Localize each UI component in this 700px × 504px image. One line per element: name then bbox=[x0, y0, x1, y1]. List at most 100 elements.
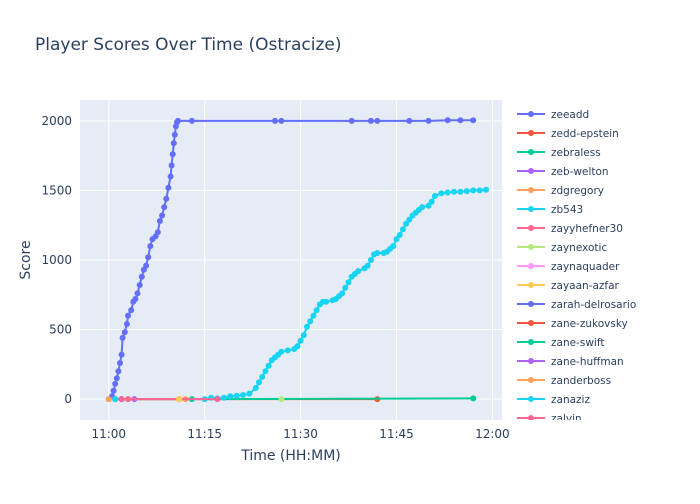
data-point bbox=[105, 396, 112, 403]
data-point bbox=[399, 226, 406, 233]
data-point bbox=[307, 318, 314, 325]
data-point bbox=[132, 296, 139, 302]
legend-label: zalvin bbox=[551, 413, 582, 425]
legend-swatch-marker bbox=[528, 377, 534, 383]
legend-item[interactable]: zanaziz bbox=[517, 394, 590, 406]
legend-swatch-marker bbox=[528, 415, 534, 420]
data-point bbox=[227, 393, 234, 400]
legend[interactable]: zeeadd zedd-epstein zebraless zeb-welton zdg… bbox=[517, 109, 636, 425]
data-point bbox=[470, 187, 477, 194]
legend-swatch-marker bbox=[528, 111, 534, 117]
data-point bbox=[113, 375, 120, 382]
data-point bbox=[134, 290, 141, 297]
data-point bbox=[431, 193, 438, 199]
data-point bbox=[278, 396, 285, 403]
data-point bbox=[163, 195, 170, 202]
legend-label: zaynexotic bbox=[551, 242, 607, 254]
data-point bbox=[214, 396, 221, 403]
legend-label: zebraless bbox=[551, 147, 601, 159]
data-point bbox=[313, 307, 320, 314]
x-tick-label: 11:45 bbox=[379, 427, 414, 441]
data-point bbox=[304, 323, 310, 330]
legend-item[interactable]: zayyhefner30 bbox=[517, 223, 623, 235]
legend-label: zarah-delrosario bbox=[551, 299, 636, 311]
series-zanaziz bbox=[112, 396, 119, 403]
data-point bbox=[284, 347, 291, 354]
legend-item[interactable]: zalvin bbox=[517, 413, 582, 425]
data-point bbox=[175, 117, 181, 124]
data-point bbox=[396, 232, 403, 238]
legend-item[interactable]: zebraless bbox=[517, 147, 601, 159]
data-point bbox=[425, 202, 432, 209]
data-point bbox=[123, 321, 130, 327]
legend-label: zane-huffman bbox=[551, 356, 624, 368]
data-point bbox=[364, 262, 371, 269]
data-point bbox=[323, 298, 330, 305]
y-axis-label: Score bbox=[18, 240, 34, 279]
legend-label: zayyhefner30 bbox=[551, 223, 623, 235]
data-point bbox=[425, 117, 432, 124]
data-point bbox=[156, 218, 163, 224]
legend-item[interactable]: zarah-delrosario bbox=[517, 299, 636, 311]
data-point bbox=[138, 273, 145, 280]
data-point bbox=[170, 140, 177, 147]
legend-item[interactable]: zane-swift bbox=[517, 337, 604, 349]
x-tick-label: 12:00 bbox=[475, 427, 510, 441]
data-point bbox=[259, 373, 266, 380]
data-point bbox=[428, 198, 435, 205]
legend-item[interactable]: zane-zukovsky bbox=[517, 318, 628, 330]
legend-item[interactable]: zanderboss bbox=[517, 375, 611, 387]
chart-title: Player Scores Over Time (Ostracize) bbox=[35, 35, 342, 55]
legend-swatch-marker bbox=[528, 206, 534, 212]
legend-swatch-marker bbox=[528, 130, 534, 136]
y-tick-label: 0 bbox=[64, 392, 72, 406]
series-zayyhefner30 bbox=[125, 396, 221, 403]
x-tick-label: 11:30 bbox=[283, 427, 318, 441]
data-point bbox=[367, 257, 374, 263]
data-point bbox=[265, 362, 272, 369]
data-point bbox=[367, 117, 374, 124]
data-point bbox=[233, 392, 240, 399]
legend-item[interactable]: zaynexotic bbox=[517, 242, 607, 254]
data-point bbox=[167, 173, 174, 180]
data-point bbox=[483, 186, 489, 193]
data-point bbox=[470, 117, 477, 124]
data-point bbox=[476, 187, 483, 194]
data-point bbox=[188, 117, 195, 124]
x-tick-label: 11:15 bbox=[187, 427, 222, 441]
data-point bbox=[297, 337, 304, 344]
legend-item[interactable]: zeeadd bbox=[517, 109, 589, 121]
data-point bbox=[419, 204, 426, 211]
legend-item[interactable]: zedd-epstein bbox=[517, 128, 619, 140]
legend-item[interactable]: zaynaquader bbox=[517, 261, 620, 273]
legend-item[interactable]: zdgregory bbox=[517, 185, 604, 197]
series-group bbox=[105, 117, 489, 403]
data-point bbox=[165, 184, 172, 191]
data-point bbox=[220, 394, 227, 401]
legend-swatch-marker bbox=[528, 168, 534, 174]
data-point bbox=[438, 190, 445, 197]
data-point bbox=[406, 117, 413, 124]
x-tick-labels: 11:00 11:15 11:30 11:45 12:00 bbox=[91, 427, 509, 441]
legend-swatch-marker bbox=[528, 225, 534, 231]
data-point bbox=[125, 396, 131, 403]
data-point bbox=[278, 117, 285, 124]
data-point bbox=[240, 392, 246, 398]
legend-label: zayaan-azfar bbox=[551, 280, 620, 292]
data-point bbox=[168, 162, 175, 169]
legend-swatch-marker bbox=[528, 320, 534, 326]
data-point bbox=[121, 329, 128, 336]
data-point bbox=[118, 351, 125, 358]
data-point bbox=[457, 117, 464, 124]
legend-swatch-marker bbox=[528, 149, 534, 155]
legend-item[interactable]: zayaan-azfar bbox=[517, 280, 620, 292]
data-point bbox=[339, 290, 346, 297]
legend-swatch-marker bbox=[528, 396, 534, 402]
legend-item[interactable]: zeb-welton bbox=[517, 166, 609, 178]
legend-label: zeeadd bbox=[551, 109, 589, 121]
legend-item[interactable]: zb543 bbox=[517, 204, 583, 216]
data-point bbox=[262, 368, 269, 375]
legend-item[interactable]: zane-huffman bbox=[517, 356, 624, 368]
